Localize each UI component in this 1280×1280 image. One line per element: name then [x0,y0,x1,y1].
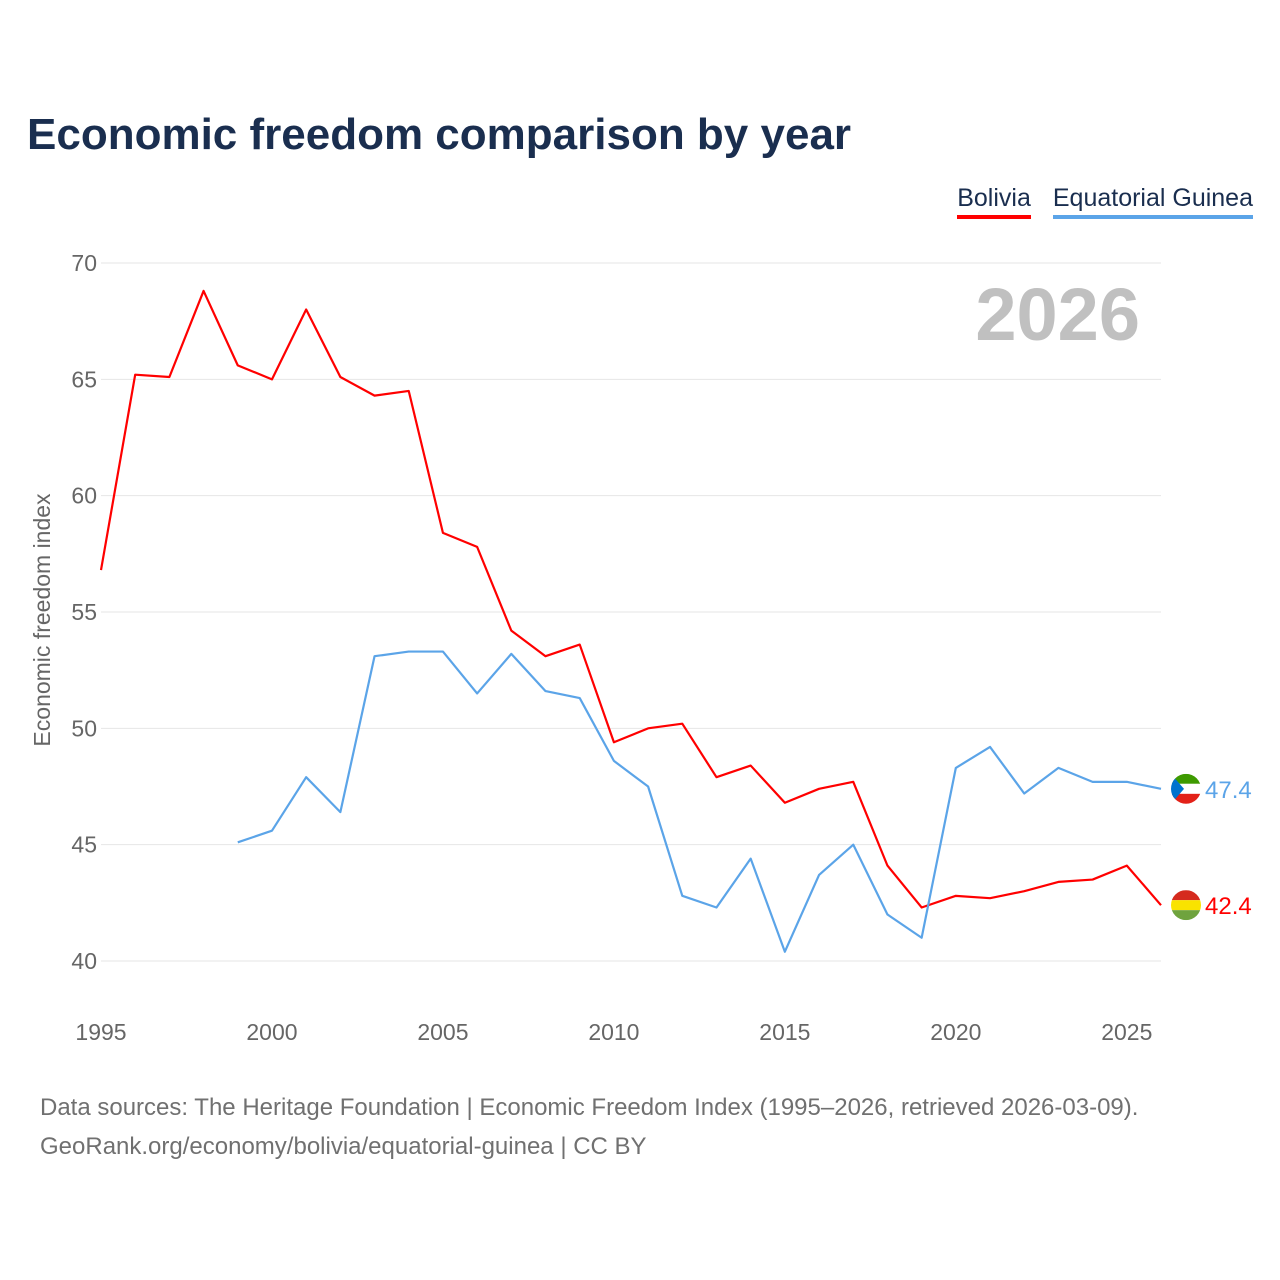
legend-equatorial-guinea[interactable]: Equatorial Guinea [1052,184,1253,219]
legend: Bolivia Equatorial Guinea [957,184,1253,219]
end-value-label: 47.4 [1205,777,1252,804]
series-line-bolivia [99,289,1162,909]
x-tick-label: 2020 [930,1019,981,1045]
x-tick-label: 2005 [417,1019,468,1045]
y-tick-label: 55 [71,599,97,625]
series-line-equatorial-guinea [237,650,1162,953]
y-axis-label: Economic freedom index [29,493,55,747]
y-tick-label: 45 [71,832,97,858]
y-tick-label: 65 [71,366,97,392]
legend-bolivia[interactable]: Bolivia [957,184,1031,219]
y-tick-label: 60 [71,483,97,509]
x-tick-label: 2010 [588,1019,639,1045]
x-tick-label: 2015 [759,1019,810,1045]
x-tick-label: 2000 [246,1019,297,1045]
x-tick-label: 1995 [75,1019,126,1045]
end-value-label: 42.4 [1205,893,1252,920]
bolivia-flag-icon [1171,890,1201,921]
y-tick-label: 70 [71,250,97,276]
equatorial-guinea-flag-icon [1171,773,1201,804]
footer: Data sources: The Heritage Foundation | … [40,1088,1138,1166]
footer-sources: Data sources: The Heritage Foundation | … [40,1094,1139,1121]
chart-title: Economic freedom comparison by year [27,110,852,159]
x-tick-label: 2025 [1101,1019,1152,1045]
y-tick-label: 40 [71,948,97,974]
footer-link[interactable]: GeoRank.org/economy/bolivia/equatorial-g… [40,1133,647,1160]
year-watermark: 2026 [975,273,1140,356]
y-tick-label: 50 [71,715,97,741]
